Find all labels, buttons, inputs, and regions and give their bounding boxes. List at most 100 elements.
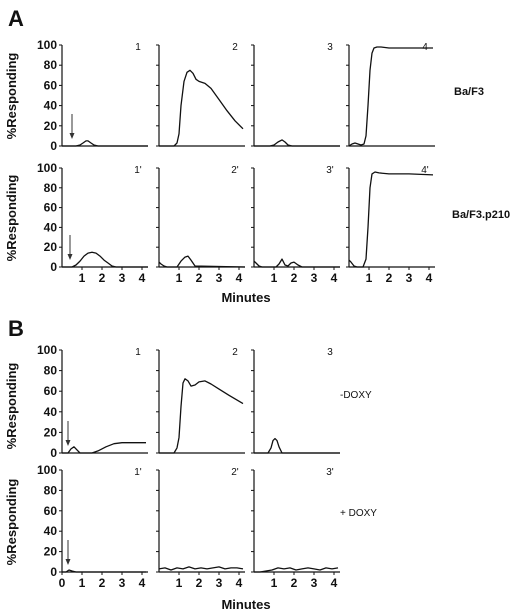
y-tick-label: 100 xyxy=(37,38,57,52)
x-tick-label: 1 xyxy=(79,271,86,285)
x-axis-label-b: Minutes xyxy=(221,597,270,612)
y-tick-label: 40 xyxy=(44,524,58,538)
y-tick-label: 20 xyxy=(44,545,58,559)
x-tick-label: 4 xyxy=(236,271,243,285)
panel-label: 4' xyxy=(421,165,429,176)
stimulus-arrowhead xyxy=(65,559,71,565)
y-tick-label: 60 xyxy=(44,504,58,518)
stimulus-arrowhead xyxy=(69,133,75,139)
x-tick-label: 3 xyxy=(119,271,126,285)
row-label-a-bottom: Ba/F3.p210 xyxy=(452,209,510,221)
x-tick-label: 4 xyxy=(331,271,338,285)
x-tick-label: 1 xyxy=(366,271,373,285)
panel-a-6: 1 2 3 4 2' xyxy=(156,165,246,285)
row-label-b-bottom: + DOXY xyxy=(340,508,377,519)
x-tick-label: 2 xyxy=(291,576,298,590)
x-tick-label: 3 xyxy=(311,271,318,285)
x-tick-label: 1 xyxy=(271,271,278,285)
series-line xyxy=(254,139,340,147)
panel-b-13: 1 2 3 4 2' xyxy=(156,467,245,590)
panel-a-3: 3 xyxy=(251,42,340,147)
y-tick-label: 40 xyxy=(44,220,58,234)
x-tick-label: 2 xyxy=(196,271,203,285)
y-tick-label: 80 xyxy=(44,364,58,378)
y-axis-label-a-bottom: %Responding xyxy=(4,175,19,262)
panel-label: 3' xyxy=(326,165,334,176)
y-tick-label: 100 xyxy=(37,161,57,175)
x-tick-label: 2 xyxy=(99,271,106,285)
panel-a-5: 0 20 40 60 80 100 1 2 3 4 1' xyxy=(37,161,148,285)
x-tick-label: 2 xyxy=(291,271,298,285)
panel-label: 2' xyxy=(231,467,239,478)
x-tick-label: 1 xyxy=(79,576,86,590)
x-tick-label: 2 xyxy=(386,271,393,285)
panel-a-2: 2 xyxy=(156,42,245,147)
panel-label: 2' xyxy=(231,165,239,176)
panel-a-1: 0 20 40 60 80 100 1 xyxy=(37,38,148,153)
series-line xyxy=(348,46,433,147)
x-tick-label: 1 xyxy=(176,271,183,285)
y-tick-label: 20 xyxy=(44,240,58,254)
y-tick-label: 100 xyxy=(37,343,57,357)
y-axis-label-b-bottom: %Responding xyxy=(4,479,19,566)
y-axis-label-a-top: %Responding xyxy=(4,53,19,140)
series-line xyxy=(348,171,434,268)
x-tick-label: 1 xyxy=(176,576,183,590)
x-tick-label: 4 xyxy=(139,576,146,590)
y-tick-label: 80 xyxy=(44,483,58,497)
panel-label: 1 xyxy=(135,42,141,53)
series-line xyxy=(159,378,244,454)
x-tick-label: 3 xyxy=(216,576,223,590)
x-tick-label: 3 xyxy=(216,271,223,285)
series-line xyxy=(254,567,339,573)
series-line xyxy=(62,251,148,268)
x-tick-label: 4 xyxy=(236,576,243,590)
y-tick-label: 0 xyxy=(50,139,57,153)
y-tick-label: 0 xyxy=(50,446,57,460)
panel-b-10: 2 xyxy=(156,347,245,454)
y-tick-label: 40 xyxy=(44,99,58,113)
panel-label: 1' xyxy=(134,165,142,176)
x-tick-label: 2 xyxy=(196,576,203,590)
y-tick-label: 60 xyxy=(44,384,58,398)
y-tick-label: 60 xyxy=(44,201,58,215)
x-tick-label: 4 xyxy=(139,271,146,285)
y-tick-label: 80 xyxy=(44,58,58,72)
x-tick-label: 0 xyxy=(59,576,66,590)
x-tick-label: 3 xyxy=(119,576,126,590)
y-tick-label: 60 xyxy=(44,78,58,92)
x-tick-label: 4 xyxy=(426,271,433,285)
panel-a-8: 1 2 3 4 4' xyxy=(346,165,435,285)
y-tick-label: 40 xyxy=(44,405,58,419)
y-tick-label: 0 xyxy=(50,565,57,579)
series-line xyxy=(158,566,244,571)
series-line xyxy=(62,442,146,454)
panel-label: 1' xyxy=(134,467,142,478)
x-axis-label-a: Minutes xyxy=(221,290,270,305)
panel-b-11: 3 xyxy=(251,347,340,454)
stimulus-arrowhead xyxy=(65,440,71,446)
panel-b-9: 0 20 40 60 80 100 1 xyxy=(37,343,148,460)
panel-a-4: 4 xyxy=(346,42,435,147)
y-tick-label: 0 xyxy=(50,260,57,274)
y-tick-label: 80 xyxy=(44,181,58,195)
panel-label: 3 xyxy=(327,347,333,358)
series-line xyxy=(253,258,340,268)
panel-b-14: 1 2 3 4 3' xyxy=(251,467,340,590)
y-tick-label: 20 xyxy=(44,119,58,133)
x-tick-label: 1 xyxy=(271,576,278,590)
y-tick-label: 20 xyxy=(44,425,58,439)
panel-label: 1 xyxy=(135,347,141,358)
series-line xyxy=(159,69,244,147)
y-axis-label-b-top: %Responding xyxy=(4,363,19,450)
x-tick-label: 2 xyxy=(99,576,106,590)
section-a-label: A xyxy=(8,6,24,31)
x-tick-label: 3 xyxy=(311,576,318,590)
panel-label: 2 xyxy=(232,42,238,53)
series-line xyxy=(254,437,340,454)
row-label-a-top: Ba/F3 xyxy=(454,86,484,98)
panel-label: 3' xyxy=(326,467,334,478)
x-tick-label: 3 xyxy=(406,271,413,285)
